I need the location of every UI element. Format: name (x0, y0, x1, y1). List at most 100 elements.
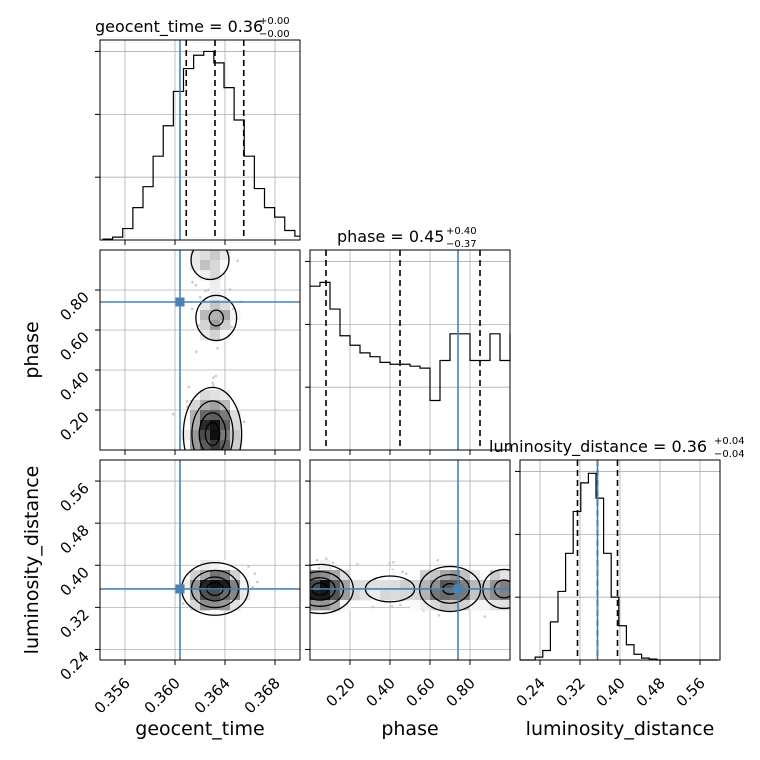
scatter-phase-vs-geocent-time-density-cell (200, 440, 211, 450)
title-geocent-time: geocent_time = 0.36 (95, 17, 263, 37)
xlabel-geocent-time: geocent_time (135, 718, 264, 740)
scatter-luminosity-distance-vs-phase-xtick-label: 0.40 (362, 674, 398, 710)
scatter-luminosity-distance-vs-geocent-time-density-cell (180, 580, 191, 591)
scatter-luminosity-distance-vs-geocent-time-density-cell (230, 600, 241, 611)
scatter-phase-vs-geocent-time-truth-marker (175, 297, 185, 307)
scatter-luminosity-distance-vs-phase-point (436, 559, 440, 562)
scatter-phase-vs-geocent-time-density-cell (200, 270, 211, 281)
scatter-luminosity-distance-vs-phase-density-cell (330, 600, 341, 611)
scatter-luminosity-distance-vs-phase-density-cell (330, 590, 341, 601)
panels-layer: 0.24 0.32 0.40 0.48 0.560.200.400.600.800.35… (56, 39, 721, 717)
scatter-luminosity-distance-vs-phase-point (356, 563, 359, 566)
scatter-luminosity-distance-vs-geocent-time-density-cell (220, 580, 231, 591)
scatter-luminosity-distance-vs-geocent-time-density-cell (230, 570, 241, 581)
scatter-luminosity-distance-vs-geocent-time-truth-marker (175, 584, 185, 594)
scatter-phase-vs-geocent-time-density-cell (210, 330, 221, 341)
scatter-phase-vs-geocent-time-point (212, 383, 215, 387)
scatter-phase-vs-geocent-time-content (100, 250, 300, 450)
scatter-luminosity-distance-vs-geocent-time-density-cell (190, 570, 201, 581)
scatter-phase-vs-geocent-time-density-cell (190, 400, 201, 411)
scatter-luminosity-distance-vs-phase-point (317, 566, 321, 570)
scatter-luminosity-distance-vs-phase-density-cell (360, 580, 371, 591)
scatter-phase-vs-geocent-time-density-cell (230, 440, 241, 450)
scatter-luminosity-distance-vs-geocent-time-density-cell (210, 560, 221, 571)
scatter-luminosity-distance-vs-phase-density-cell (310, 590, 321, 601)
scatter-luminosity-distance-vs-geocent-time-point (256, 580, 259, 584)
scatter-phase-vs-geocent-time-point (190, 307, 194, 311)
scatter-luminosity-distance-vs-geocent-time-density-cell (210, 580, 221, 591)
scatter-luminosity-distance-vs-geocent-time-density-cell (200, 600, 211, 611)
hist-luminosity-distance-xtick-label: 0.24 (512, 674, 548, 710)
scatter-luminosity-distance-vs-phase-point (437, 613, 441, 617)
scatter-luminosity-distance-vs-phase-density-cell (470, 580, 481, 591)
scatter-luminosity-distance-vs-geocent-time-point (247, 565, 250, 568)
scatter-luminosity-distance-vs-phase-density-cell (500, 580, 510, 591)
scatter-luminosity-distance-vs-geocent-time-density-cell (190, 580, 201, 591)
xlabel-luminosity-distance: luminosity_distance (526, 718, 715, 740)
scatter-luminosity-distance-vs-phase-density-cell (480, 570, 491, 581)
scatter-phase-vs-geocent-time-density-cell (210, 300, 221, 311)
scatter-luminosity-distance-vs-phase-density-cell (420, 590, 431, 601)
scatter-luminosity-distance-vs-geocent-time-grid (100, 460, 300, 660)
scatter-luminosity-distance-vs-geocent-time-point (251, 585, 254, 589)
scatter-luminosity-distance-vs-phase-frame (309, 459, 511, 661)
scatter-luminosity-distance-vs-phase-density-cell (330, 580, 341, 591)
scatter-luminosity-distance-vs-phase-density-cell (310, 580, 321, 591)
scatter-phase-vs-geocent-time-density-cell (230, 310, 241, 321)
scatter-luminosity-distance-vs-geocent-time-density-cell (240, 590, 251, 601)
scatter-luminosity-distance-vs-phase-density-cell (480, 590, 491, 601)
scatter-luminosity-distance-vs-phase-density-cell (370, 590, 381, 601)
scatter-phase-vs-geocent-time-point (212, 376, 215, 379)
hist-geocent-time-steps (102, 50, 300, 240)
scatter-luminosity-distance-vs-phase-point (390, 604, 394, 608)
scatter-luminosity-distance-vs-phase-density-cell (460, 570, 471, 581)
scatter-luminosity-distance-vs-phase-point (392, 560, 395, 564)
scatter-luminosity-distance-vs-phase-density-cell (400, 580, 411, 591)
scatter-luminosity-distance-vs-geocent-time-point (253, 572, 257, 575)
hist-luminosity-distance-grid (520, 460, 720, 660)
hist-luminosity-distance-xtick-label: 0.40 (592, 674, 628, 710)
scatter-phase-vs-geocent-time-contour (204, 421, 221, 447)
scatter-luminosity-distance-vs-phase-point (371, 605, 375, 609)
title-luminosity-distance: luminosity_distance = 0.36 (489, 437, 707, 457)
hist-geocent-time-grid (100, 40, 300, 240)
scatter-phase-vs-geocent-time-point (191, 280, 194, 284)
scatter-phase-vs-geocent-time-density-cell (200, 410, 211, 421)
scatter-phase-vs-geocent-time-density-cell (220, 300, 231, 311)
scatter-phase-vs-geocent-time-point (242, 420, 246, 424)
scatter-phase-vs-geocent-time-density-cell (180, 430, 191, 441)
scatter-phase-vs-geocent-time-point (204, 289, 207, 293)
scatter-luminosity-distance-vs-geocent-time-density-cell (200, 590, 211, 601)
scatter-luminosity-distance-vs-phase-density-cell (420, 600, 431, 611)
scatter-luminosity-distance-vs-phase-density-cell (490, 590, 501, 601)
scatter-luminosity-distance-vs-phase-point (399, 603, 402, 607)
scatter-phase-vs-geocent-time-density-cell (210, 410, 221, 421)
scatter-phase-vs-geocent-time-frame (99, 249, 301, 451)
scatter-phase-vs-geocent-time-density-cell (200, 320, 211, 331)
scatter-phase-vs-geocent-time-point (232, 307, 235, 311)
scatter-luminosity-distance-vs-phase-density-cell (500, 570, 510, 581)
scatter-luminosity-distance-vs-geocent-time-density-cell (200, 570, 211, 581)
scatter-phase-vs-geocent-time-density-cell (210, 270, 221, 281)
scatter-luminosity-distance-vs-geocent-time-xtick-label: 0.364 (191, 674, 234, 717)
scatter-luminosity-distance-vs-phase-point (404, 572, 408, 575)
scatter-luminosity-distance-vs-geocent-time-density-cell (230, 580, 241, 591)
scatter-luminosity-distance-vs-phase-truth-marker (453, 584, 463, 594)
scatter-luminosity-distance-vs-phase-point (315, 558, 319, 562)
scatter-luminosity-distance-vs-geocent-time-density-cell (200, 560, 211, 571)
scatter-phase-vs-geocent-time-density-cell (180, 440, 191, 450)
scatter-luminosity-distance-vs-phase-density-cell (380, 590, 391, 601)
hist-luminosity-distance-steps (520, 472, 718, 661)
hist-phase-grid (310, 250, 510, 450)
scatter-phase-vs-geocent-time-point (197, 324, 201, 327)
scatter-phase-vs-geocent-time-density-cell (210, 400, 221, 411)
scatter-phase-vs-geocent-time-density-cell (190, 420, 201, 431)
scatter-luminosity-distance-vs-phase-density-cell (400, 590, 411, 601)
scatter-luminosity-distance-vs-phase-density-cell (410, 600, 421, 611)
hist-geocent-time-frame (99, 39, 301, 241)
scatter-luminosity-distance-vs-phase-xtick-label: 0.20 (322, 674, 358, 710)
scatter-luminosity-distance-vs-phase-point (483, 615, 487, 618)
scatter-luminosity-distance-vs-phase-density-cell (370, 580, 381, 591)
scatter-phase-vs-geocent-time-density-cell (200, 420, 211, 431)
scatter-luminosity-distance-vs-phase-density-cell (470, 570, 481, 581)
